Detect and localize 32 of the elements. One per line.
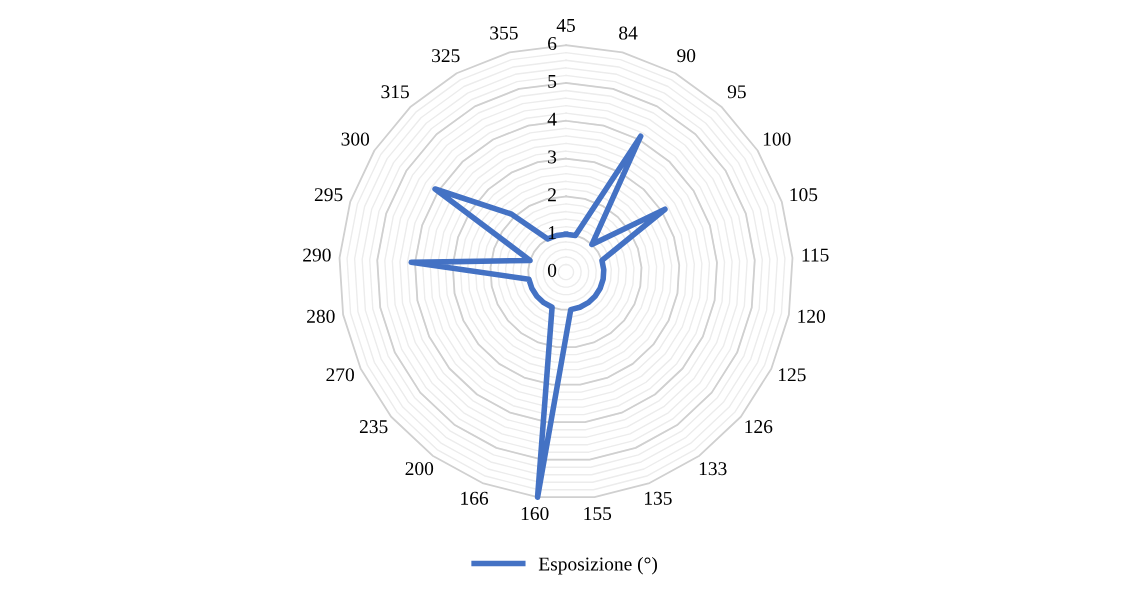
y-tick-label: 2: [548, 188, 556, 202]
spoke-label: 270: [326, 368, 354, 382]
spoke-label: 155: [584, 507, 612, 521]
spoke-label: 290: [303, 248, 331, 262]
spoke-label: 325: [432, 49, 460, 63]
y-tick-label: 0: [547, 263, 557, 277]
spoke-label: 84: [619, 26, 638, 40]
y-tick-label: 6: [548, 36, 557, 51]
spoke-label: 126: [745, 420, 773, 434]
spoke-label: 160: [521, 506, 549, 521]
spoke-label: 45: [556, 18, 575, 32]
y-tick-label: 5: [548, 74, 557, 88]
spoke-label: 280: [307, 309, 335, 323]
y-tick-label: 3: [548, 150, 557, 164]
spoke-label: 300: [341, 132, 370, 146]
spoke-label: 115: [802, 248, 829, 262]
spoke-label: 295: [314, 188, 343, 202]
spoke-label: 200: [405, 462, 434, 476]
spoke-label: 125: [778, 368, 806, 382]
spoke-label: 135: [645, 491, 672, 505]
y-tick-label: 4: [547, 112, 557, 126]
legend-label: Esposizione (°): [538, 556, 658, 575]
spoke-label: 355: [490, 26, 518, 40]
spoke-label: 100: [763, 132, 791, 146]
spoke-label: 133: [699, 462, 727, 476]
spoke-label: 90: [677, 49, 696, 63]
spoke-label: 235: [359, 420, 388, 434]
spoke-label: 166: [461, 491, 489, 505]
spoke-label: 315: [381, 85, 409, 99]
spoke-label: 95: [727, 85, 746, 99]
spoke-label: 105: [790, 188, 818, 202]
spoke-label: 120: [798, 309, 826, 323]
